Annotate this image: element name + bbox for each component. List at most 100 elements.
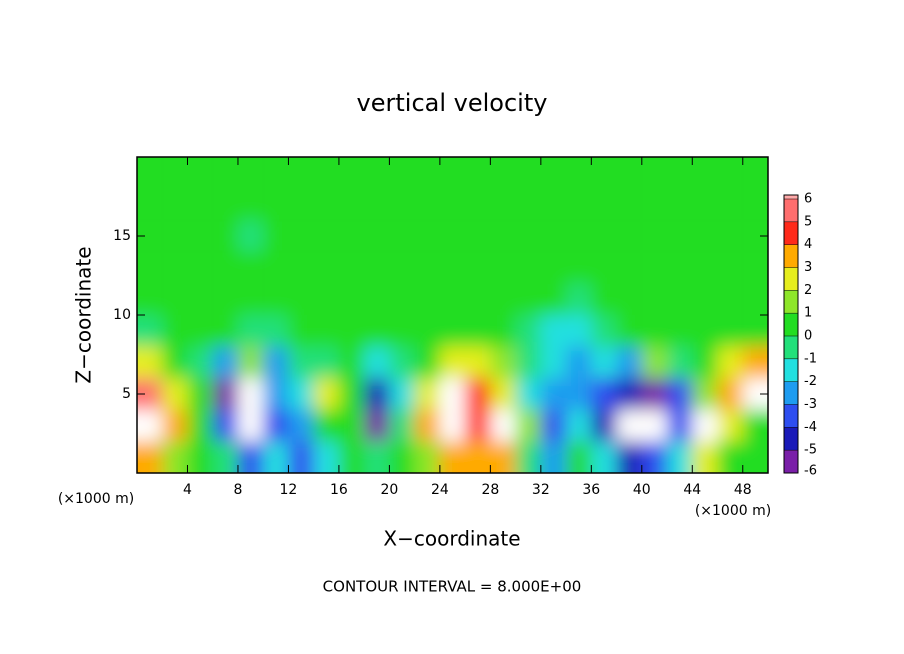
cell	[162, 157, 188, 189]
cell	[490, 315, 516, 347]
cell	[364, 409, 390, 442]
cell	[263, 409, 289, 442]
colorbar-band	[784, 381, 798, 405]
x-unit: (×1000 m)	[695, 503, 771, 519]
cell	[692, 188, 718, 221]
cell	[338, 157, 365, 189]
colorbar-label: 4	[804, 237, 812, 252]
colorbar-band	[784, 336, 798, 359]
cell	[717, 251, 743, 284]
cell	[389, 346, 415, 379]
cell	[515, 315, 541, 347]
cell	[540, 251, 567, 284]
cell	[389, 378, 415, 410]
y-tick-label: 5	[122, 386, 131, 402]
cell	[162, 283, 188, 315]
x-tick-label: 12	[280, 482, 298, 498]
cell	[692, 441, 718, 473]
cell	[540, 346, 567, 379]
cell	[566, 378, 592, 410]
cell	[717, 188, 743, 221]
cell	[389, 409, 415, 442]
colorbar-band	[784, 199, 798, 222]
colorbar-band	[784, 290, 798, 314]
cell	[162, 251, 188, 284]
cell	[237, 346, 264, 379]
cell	[162, 378, 188, 410]
colorbar-band	[784, 313, 798, 336]
cell	[288, 409, 314, 442]
cell	[566, 220, 592, 252]
colorbar-band	[784, 404, 798, 428]
cell	[162, 409, 188, 442]
cell	[389, 315, 415, 347]
cell	[364, 188, 390, 221]
cell	[591, 315, 617, 347]
colorbar-band	[784, 450, 798, 473]
cell	[162, 441, 188, 473]
cell	[137, 188, 163, 221]
cell	[717, 283, 743, 315]
colorbar-band	[784, 267, 798, 291]
cell	[490, 409, 516, 442]
cell	[237, 315, 264, 347]
cell	[263, 157, 289, 189]
cell	[667, 315, 693, 347]
cell	[414, 378, 440, 410]
cell	[566, 188, 592, 221]
cell	[667, 188, 693, 221]
cell	[742, 315, 768, 347]
cell	[263, 346, 289, 379]
x-tick-label: 36	[582, 482, 600, 498]
cell	[465, 220, 491, 252]
cell	[338, 378, 365, 410]
cell	[616, 283, 642, 315]
cell	[465, 441, 491, 473]
cell	[692, 220, 718, 252]
cell	[162, 220, 188, 252]
colorbar-band	[784, 244, 798, 268]
cell	[187, 315, 213, 347]
cell	[263, 315, 289, 347]
cell	[490, 378, 516, 410]
y-tick-label: 15	[113, 228, 131, 244]
cell	[641, 157, 668, 189]
cell	[313, 441, 339, 473]
y-unit: (×1000 m)	[58, 491, 134, 507]
x-axis-label: X−coordinate	[383, 527, 520, 551]
cell	[414, 409, 440, 442]
cell	[641, 220, 668, 252]
cell	[187, 441, 213, 473]
colorbar-band	[784, 358, 798, 382]
cell	[616, 220, 642, 252]
x-tick-label: 32	[532, 482, 550, 498]
cell	[137, 251, 163, 284]
cell	[414, 346, 440, 379]
cell	[338, 409, 365, 442]
cell	[439, 441, 466, 473]
cell	[263, 441, 289, 473]
cell	[338, 441, 365, 473]
cell	[187, 220, 213, 252]
cell	[414, 251, 440, 284]
cell	[414, 441, 440, 473]
cell	[288, 220, 314, 252]
cell	[515, 283, 541, 315]
cell	[465, 346, 491, 379]
cell	[465, 378, 491, 410]
cell	[540, 283, 567, 315]
cell	[641, 188, 668, 221]
cell	[364, 441, 390, 473]
cell	[187, 188, 213, 221]
y-axis-label: Z−coordinate	[72, 246, 96, 383]
cell	[515, 188, 541, 221]
axes: 4 8 12 16 20 24 28 32 36 40 44 4851015-6-5-4-3-2-10…	[113, 156, 817, 498]
cell	[187, 378, 213, 410]
cell	[288, 283, 314, 315]
colorbar-label: -5	[804, 443, 817, 458]
cell	[667, 283, 693, 315]
cells	[137, 157, 768, 473]
cell	[692, 283, 718, 315]
cell	[439, 157, 466, 189]
cell	[212, 283, 238, 315]
